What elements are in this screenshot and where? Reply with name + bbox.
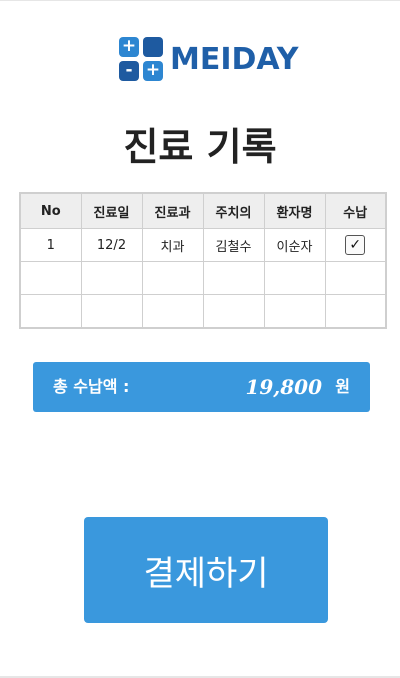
table-row: 1 12/2 치과 김철수 이순자 ✓: [19, 228, 387, 262]
table-header-row: No 진료일 진료과 주치의 환자명 수납: [19, 192, 387, 229]
header-paid: 수납: [324, 192, 387, 229]
pay-button[interactable]: 결제하기: [84, 517, 328, 623]
cell-doctor: [202, 294, 265, 329]
total-summary-bar: 총 수납액 : 19,800 원: [33, 362, 370, 412]
logo-square-br: +: [143, 61, 163, 81]
minus-icon: -: [125, 60, 133, 80]
records-table: No 진료일 진료과 주치의 환자명 수납 1 12/2 치과 김철수 이순자 …: [19, 192, 387, 329]
cell-department: [141, 261, 204, 295]
blank-square-icon: [143, 37, 163, 57]
cell-paid: ✓: [324, 228, 387, 262]
bottom-divider: [0, 676, 400, 678]
top-divider: [0, 0, 400, 1]
cell-department: 치과: [141, 228, 204, 262]
logo-square-tl: +: [119, 37, 139, 57]
cell-paid: [324, 294, 387, 329]
cell-patient: 이순자: [263, 228, 326, 262]
header-department: 진료과: [141, 192, 204, 229]
header-doctor: 주치의: [202, 192, 265, 229]
total-label: 총 수납액 :: [53, 377, 130, 396]
table-row: [19, 261, 387, 295]
cell-patient: [263, 294, 326, 329]
table-row: [19, 294, 387, 329]
logo-text: MEIDAY: [170, 42, 299, 77]
logo-square-bl: -: [119, 61, 139, 81]
total-amount: 19,800: [245, 375, 322, 399]
logo-square-tr: [143, 37, 163, 57]
logo-mark-icon: + - +: [119, 37, 165, 83]
cell-doctor: [202, 261, 265, 295]
total-currency-unit: 원: [335, 377, 350, 396]
paid-checkbox[interactable]: ✓: [345, 235, 366, 255]
plus-icon: +: [145, 60, 161, 80]
cell-doctor: 김철수: [202, 228, 265, 262]
cell-no: 1: [19, 228, 82, 262]
header-date: 진료일: [80, 192, 143, 229]
plus-icon: +: [121, 36, 137, 56]
cell-patient: [263, 261, 326, 295]
page-title: 진료 기록: [123, 125, 277, 169]
header-patient: 환자명: [263, 192, 326, 229]
cell-no: [19, 261, 82, 295]
cell-date: 12/2: [80, 228, 143, 262]
cell-date: [80, 294, 143, 329]
cell-department: [141, 294, 204, 329]
brand-logo: + - + MEIDAY: [119, 37, 298, 83]
cell-date: [80, 261, 143, 295]
header-no: No: [19, 192, 82, 229]
cell-no: [19, 294, 82, 329]
cell-paid: [324, 261, 387, 295]
